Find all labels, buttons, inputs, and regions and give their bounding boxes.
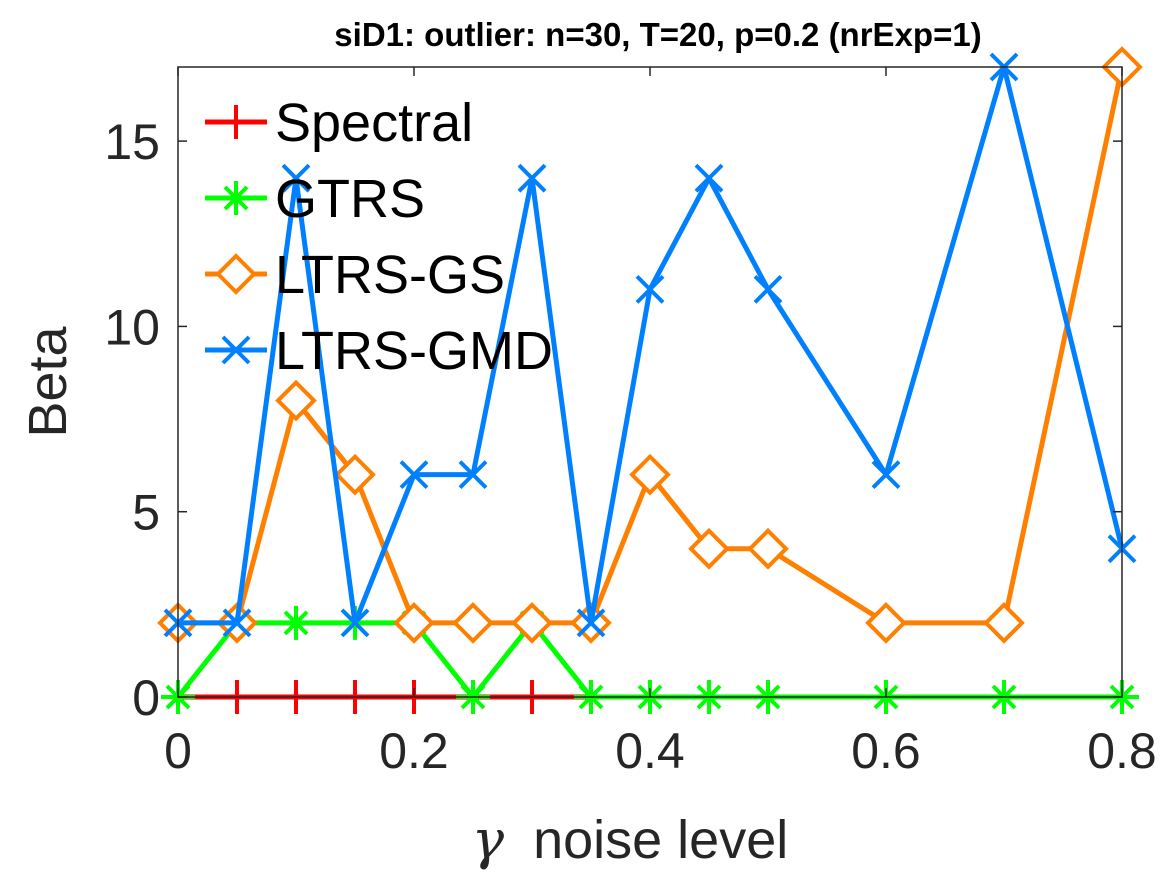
y-axis-label: Beta (18, 325, 78, 437)
x-tick-label: 0 (164, 723, 192, 779)
data-point (393, 602, 435, 644)
legend-entry: LTRS-GMD (205, 321, 553, 381)
axes-layer: 0 0.2 0.4 0.6 0.8 0 5 10 15 (104, 66, 1157, 779)
y-tick-label: 10 (104, 299, 160, 355)
data-point (694, 163, 724, 193)
data-point (340, 608, 370, 638)
legend-entry: GTRS (205, 169, 425, 229)
legend-label: GTRS (275, 169, 425, 229)
legend: Spectral GTRS LTRS-GS LTRS-GMD (205, 93, 553, 381)
legend-swatch-marker (219, 181, 253, 215)
legend-label: Spectral (275, 93, 473, 153)
data-point (865, 602, 907, 644)
x-axis-label: γ noise level (472, 808, 788, 871)
data-point (747, 527, 789, 570)
data-point (983, 602, 1025, 644)
data-point (452, 602, 494, 644)
y-tick-label: 5 (132, 485, 160, 541)
x-tick-label: 0.8 (1087, 723, 1157, 779)
plot-area (178, 67, 1122, 697)
data-point (399, 460, 429, 490)
data-point (458, 460, 488, 490)
data-point (281, 163, 311, 193)
data-point (222, 608, 252, 638)
chart-title: siD1: outlier: n=30, T=20, p=0.2 (nrExp=… (334, 16, 981, 53)
legend-swatch-marker (219, 105, 253, 139)
data-point (635, 274, 665, 304)
data-point (688, 527, 730, 570)
data-point (629, 453, 671, 496)
x-axis-label-text: noise level (533, 810, 788, 870)
data-point (275, 379, 317, 422)
legend-entry: Spectral (205, 93, 473, 153)
series-line (178, 64, 1125, 626)
legend-swatch-marker (221, 335, 251, 365)
x-tick-label: 0.4 (615, 723, 685, 779)
y-tick-label: 0 (132, 670, 160, 726)
data-point (511, 602, 553, 644)
data-point (753, 274, 783, 304)
data-point (279, 605, 313, 640)
series-line (178, 66, 1125, 626)
data-point (334, 453, 376, 496)
x-tick-label: 0.6 (851, 723, 921, 779)
x-tick-label: 0.2 (379, 723, 449, 779)
legend-label: LTRS-GMD (275, 321, 553, 381)
legend-swatch-marker (215, 253, 257, 295)
x-axis-label-symbol: γ (472, 808, 505, 871)
data-point (517, 163, 547, 193)
data-point (576, 608, 606, 638)
legend-entry: LTRS-GS (205, 245, 505, 305)
data-point (871, 460, 901, 490)
legend-label: LTRS-GS (275, 245, 505, 305)
y-tick-label: 15 (104, 114, 160, 170)
